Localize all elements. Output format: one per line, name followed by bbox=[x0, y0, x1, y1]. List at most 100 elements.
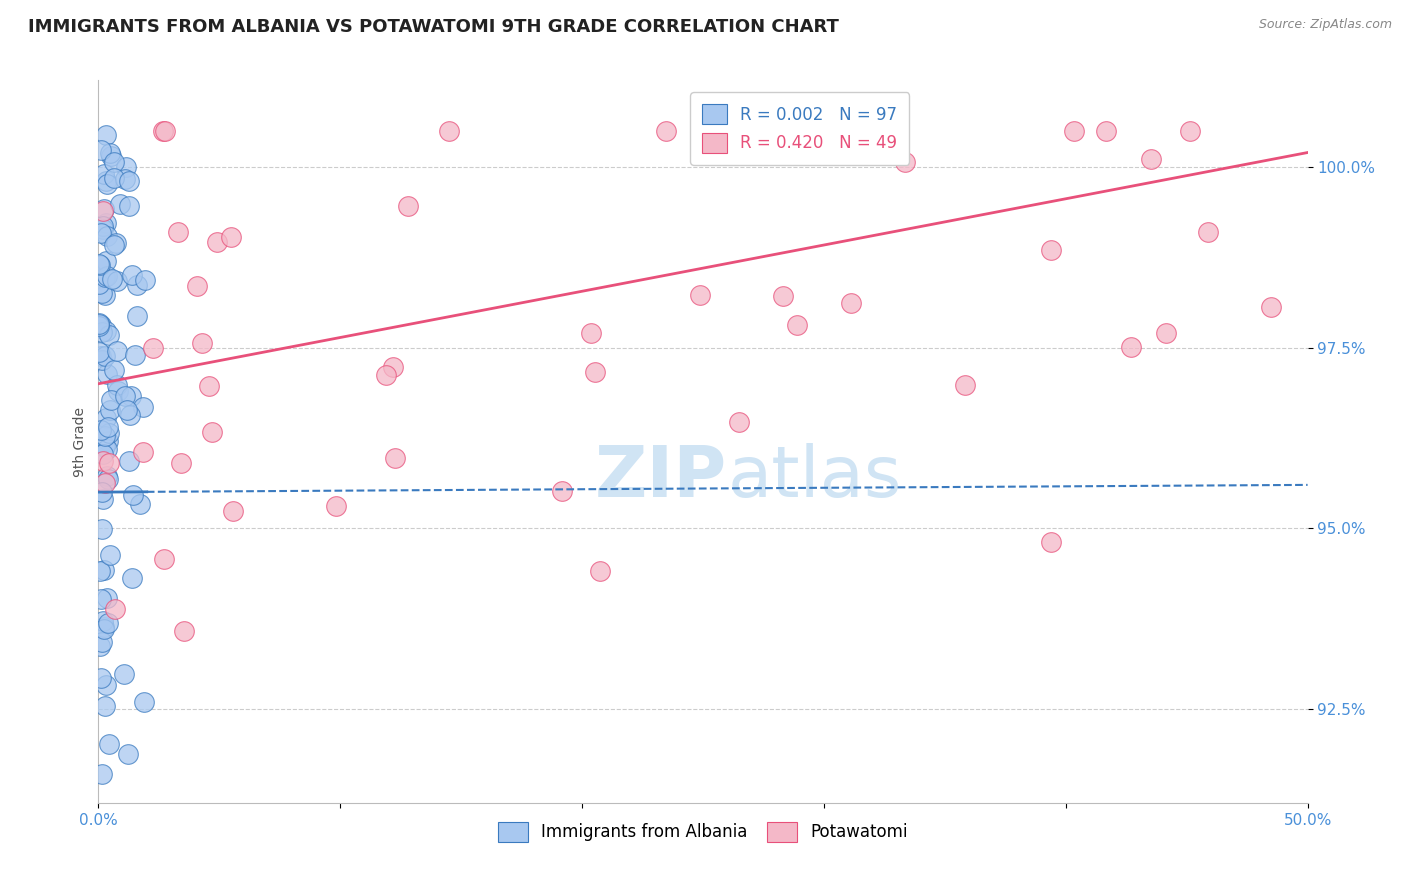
Point bbox=[89, 277, 111, 291]
Point bbox=[1197, 225, 1219, 239]
Point bbox=[91, 204, 114, 219]
Text: IMMIGRANTS FROM ALBANIA VS POTAWATOMI 9TH GRADE CORRELATION CHART: IMMIGRANTS FROM ALBANIA VS POTAWATOMI 9T… bbox=[28, 18, 839, 36]
Point bbox=[114, 171, 136, 186]
Point bbox=[167, 225, 190, 239]
Point bbox=[94, 349, 117, 363]
Point bbox=[97, 420, 120, 434]
Point bbox=[98, 548, 121, 562]
Point bbox=[91, 523, 114, 537]
Point bbox=[118, 454, 141, 468]
Point bbox=[96, 591, 118, 605]
Point bbox=[153, 124, 176, 138]
Point bbox=[894, 155, 917, 169]
Point bbox=[103, 155, 125, 169]
Point bbox=[94, 288, 117, 302]
Point bbox=[1260, 300, 1282, 314]
Point bbox=[103, 238, 125, 252]
Point bbox=[90, 350, 112, 364]
Point bbox=[583, 365, 606, 379]
Point bbox=[94, 216, 117, 230]
Point bbox=[108, 197, 131, 211]
Point bbox=[91, 492, 114, 507]
Point bbox=[93, 564, 115, 578]
Point bbox=[198, 378, 221, 392]
Point bbox=[98, 737, 121, 751]
Point bbox=[96, 254, 118, 268]
Point bbox=[107, 274, 129, 288]
Point bbox=[125, 309, 148, 323]
Point bbox=[107, 384, 129, 398]
Point bbox=[90, 144, 112, 158]
Point bbox=[124, 348, 146, 362]
Point bbox=[90, 591, 112, 606]
Point bbox=[94, 174, 117, 188]
Point bbox=[772, 288, 794, 302]
Point bbox=[89, 564, 111, 578]
Point bbox=[120, 389, 142, 403]
Point bbox=[655, 124, 678, 138]
Point bbox=[91, 352, 114, 367]
Point bbox=[121, 488, 143, 502]
Point bbox=[91, 484, 114, 499]
Point bbox=[89, 639, 111, 653]
Point bbox=[94, 429, 117, 443]
Point bbox=[91, 286, 114, 301]
Point bbox=[219, 229, 242, 244]
Point bbox=[170, 456, 193, 470]
Text: Source: ZipAtlas.com: Source: ZipAtlas.com bbox=[1258, 18, 1392, 31]
Point bbox=[93, 202, 115, 217]
Point bbox=[96, 229, 118, 244]
Point bbox=[103, 171, 125, 186]
Point bbox=[125, 278, 148, 293]
Point bbox=[96, 268, 118, 283]
Point bbox=[87, 319, 110, 334]
Point bbox=[91, 325, 114, 339]
Point bbox=[91, 767, 114, 781]
Point bbox=[173, 624, 195, 638]
Point bbox=[105, 235, 128, 250]
Point bbox=[117, 199, 139, 213]
Legend: Immigrants from Albania, Potawatomi: Immigrants from Albania, Potawatomi bbox=[491, 815, 915, 848]
Point bbox=[1094, 124, 1116, 138]
Point bbox=[91, 219, 114, 233]
Point bbox=[94, 476, 117, 491]
Point bbox=[90, 423, 112, 437]
Point bbox=[89, 318, 111, 332]
Point bbox=[96, 442, 118, 457]
Point bbox=[100, 149, 122, 163]
Point bbox=[222, 504, 245, 518]
Point bbox=[396, 199, 419, 213]
Point bbox=[105, 344, 128, 359]
Point bbox=[91, 447, 114, 461]
Point bbox=[97, 426, 120, 441]
Point bbox=[374, 368, 396, 382]
Point bbox=[129, 497, 152, 511]
Point bbox=[94, 128, 117, 142]
Point bbox=[437, 124, 460, 138]
Point bbox=[89, 258, 111, 272]
Point bbox=[120, 408, 142, 422]
Point bbox=[89, 345, 111, 359]
Text: ZIP: ZIP bbox=[595, 443, 727, 512]
Point bbox=[121, 268, 143, 282]
Point bbox=[97, 472, 120, 486]
Point bbox=[142, 342, 165, 356]
Point bbox=[97, 456, 120, 470]
Point bbox=[91, 222, 114, 236]
Point bbox=[96, 324, 118, 338]
Point bbox=[839, 296, 862, 310]
Point bbox=[1156, 326, 1178, 341]
Point bbox=[1040, 535, 1063, 549]
Point bbox=[105, 377, 128, 392]
Point bbox=[728, 415, 751, 429]
Point bbox=[1063, 124, 1085, 138]
Point bbox=[325, 499, 347, 513]
Point bbox=[98, 328, 121, 343]
Point bbox=[98, 403, 121, 417]
Point bbox=[121, 571, 143, 585]
Point bbox=[152, 124, 174, 138]
Point bbox=[94, 411, 117, 425]
Point bbox=[581, 326, 603, 340]
Point bbox=[94, 439, 117, 453]
Point bbox=[1180, 124, 1202, 138]
